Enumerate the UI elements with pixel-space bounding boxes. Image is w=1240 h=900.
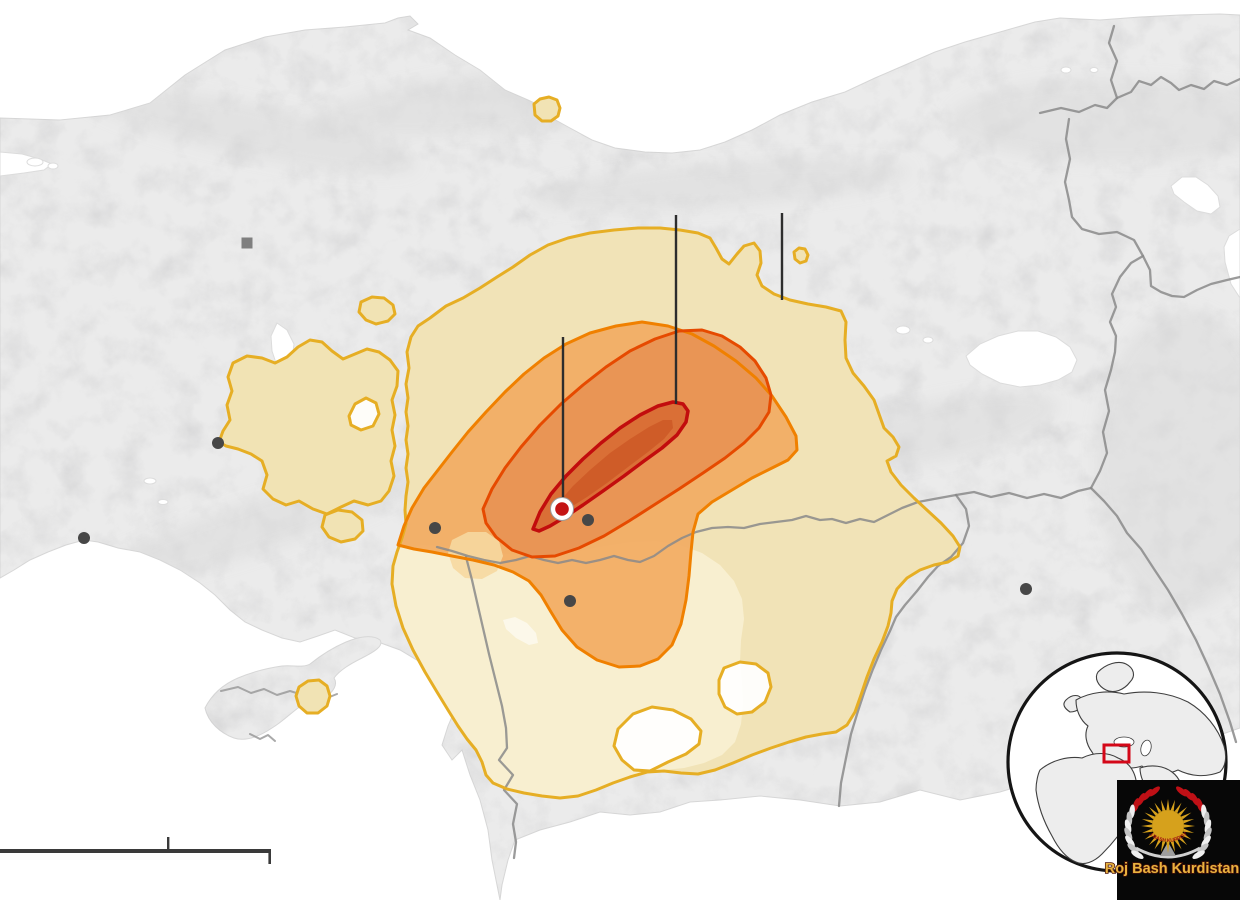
sun-ray <box>1180 812 1192 820</box>
intensity-zone-outlines <box>217 95 962 800</box>
weak-blob-central <box>357 295 397 326</box>
kurdistan-sun-icon <box>1141 799 1195 853</box>
lake-van <box>965 330 1078 388</box>
city-dot <box>78 532 90 544</box>
city-dot <box>564 595 576 607</box>
lake-sevan <box>1170 176 1221 215</box>
border-georgia-caucasus <box>1038 75 1240 115</box>
border-turkey-iran <box>1089 254 1145 490</box>
sun-ray <box>1161 799 1166 812</box>
sun-ray <box>1166 841 1170 853</box>
sun-ray <box>1174 802 1182 814</box>
sun-ray <box>1178 806 1188 816</box>
sun-ray <box>1180 832 1192 840</box>
weak-blob-northeast <box>792 246 810 265</box>
weak-zone-hole-southeast-1 <box>717 660 773 716</box>
wreath-leaf <box>1131 850 1144 859</box>
sun-ray <box>1154 838 1162 850</box>
sun-ray <box>1144 812 1156 820</box>
sun-ray <box>1148 836 1158 846</box>
wreath-leaf <box>1125 835 1135 848</box>
sun-ray <box>1148 806 1158 816</box>
weak-blob-south <box>320 508 365 544</box>
wreath-leaf <box>1192 850 1205 859</box>
weak-blob-cyprus <box>294 678 332 715</box>
wreath-stem <box>1135 846 1201 859</box>
wreath-leaf <box>1148 786 1160 797</box>
weak-zone-hole-west <box>347 396 381 432</box>
sun-ray <box>1170 840 1175 853</box>
sun-ray <box>1161 840 1166 853</box>
sun-ray <box>1178 836 1188 846</box>
city-dot <box>582 514 594 526</box>
laurel-wreath-icon <box>1124 786 1212 859</box>
weak-zone-hole-southeast-2 <box>612 705 703 773</box>
sun-ray <box>1154 802 1162 814</box>
border-cyprus-branch <box>249 733 276 742</box>
scale-bar <box>0 837 271 864</box>
wreath-leaf <box>1197 843 1209 854</box>
border-turkey-iraq <box>954 486 1093 500</box>
sun-ray <box>1174 838 1182 850</box>
wreath-leaf <box>1124 827 1133 841</box>
sun-ray <box>1166 799 1170 811</box>
sun-ray <box>1141 828 1154 833</box>
sun-ray <box>1182 819 1195 824</box>
sun-ray <box>1141 824 1153 828</box>
sun-ray <box>1144 832 1156 840</box>
wreath-leaf <box>1127 843 1139 854</box>
sun-disc <box>1152 810 1184 842</box>
epicenter-marker <box>550 497 574 521</box>
border-syria-iraq <box>837 493 971 808</box>
sun-ray <box>1182 828 1195 833</box>
city-markers <box>78 437 1032 607</box>
border-hatay-lebanon <box>464 555 519 860</box>
sun-ray <box>1141 819 1154 824</box>
weak-zone-west-lobe <box>217 338 400 516</box>
leader-lines <box>561 213 784 497</box>
globe-continents <box>1035 661 1227 865</box>
border-turkey-armenia <box>1063 117 1240 299</box>
locator-rectangle <box>1102 743 1131 764</box>
border-georgia-coast <box>1107 24 1119 100</box>
weak-blob-coast <box>532 95 562 123</box>
lake-urmia-edge <box>1223 228 1240 299</box>
lakes <box>0 66 1240 505</box>
intensity-subzone-light-patch <box>448 532 503 579</box>
wreath-leaf <box>1203 827 1212 841</box>
wreath-leaf <box>1176 786 1188 797</box>
reservoir-sliver <box>503 617 538 645</box>
watermark-label: Roj Bash Kurdistan <box>1105 861 1240 877</box>
intensity-zone-core <box>560 420 673 508</box>
sun-ray <box>1170 799 1175 812</box>
city-dot <box>429 522 441 534</box>
border-iran-iraq <box>1089 486 1238 744</box>
sun-ray <box>1183 824 1195 828</box>
globe-caspian-sea <box>1140 739 1152 757</box>
capital-square <box>241 237 253 249</box>
city-dot <box>1020 583 1032 595</box>
city-dot <box>212 437 224 449</box>
wreath-leaf <box>1201 835 1211 848</box>
